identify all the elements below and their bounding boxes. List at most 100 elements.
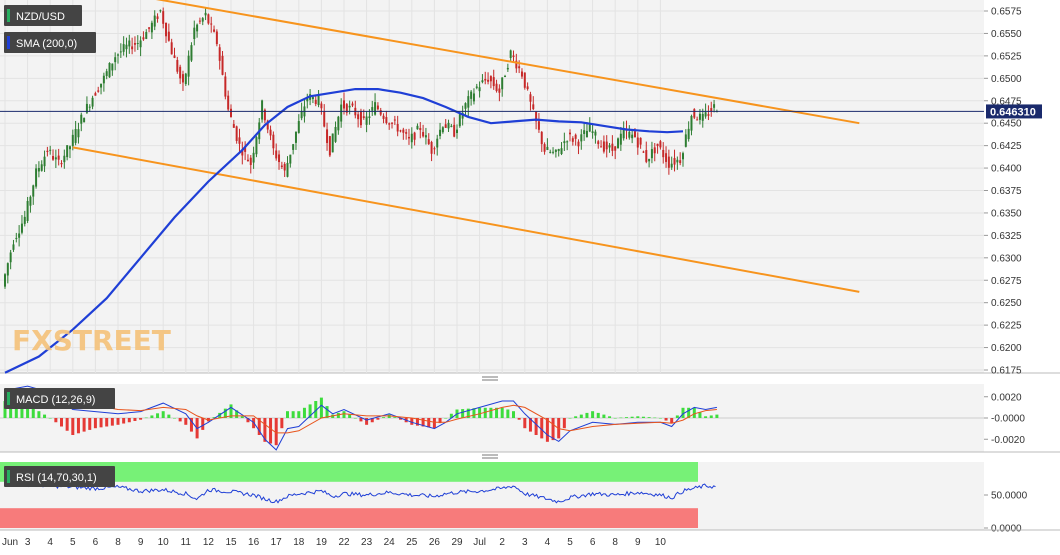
price-candle: [512, 55, 515, 58]
channel-lower-line: [72, 146, 860, 293]
price-candle: [650, 149, 653, 159]
price-candle: [645, 150, 648, 162]
sma-badge[interactable]: SMA (200,0): [4, 32, 96, 53]
price-tick-label: 0.6300: [991, 253, 1022, 264]
price-candle: [554, 149, 557, 152]
macd-histogram-bar: [704, 416, 708, 418]
price-candle: [241, 149, 244, 156]
price-candle: [602, 141, 605, 152]
time-axis: Jun 3 4 5 6 8 9 10 11 12 15 16 17 18 19 22 23 24 25 26 29 Jul…: [2, 537, 666, 548]
price-candle: [165, 22, 168, 37]
macd-histogram-bar: [382, 417, 386, 418]
macd-histogram-bar: [410, 418, 414, 425]
macd-histogram-bar: [93, 418, 97, 429]
time-tick-label: Jul: [473, 537, 486, 548]
price-candle: [628, 131, 631, 138]
price-candle: [696, 119, 699, 121]
panel-resize-handle-macd[interactable]: [482, 376, 498, 381]
price-candle: [407, 136, 410, 139]
macd-histogram-bar: [144, 417, 148, 419]
price-candle: [128, 40, 131, 47]
macd-histogram-bar: [591, 411, 595, 418]
rsi-tick-label: 0.0000: [991, 524, 1022, 535]
macd-histogram-bar: [681, 407, 685, 418]
macd-histogram-bar: [133, 418, 137, 421]
price-candle: [710, 108, 713, 112]
time-tick-label: 8: [115, 537, 121, 548]
price-candle: [334, 126, 337, 142]
price-candle: [283, 163, 286, 171]
macd-histogram-bar: [370, 418, 374, 423]
macd-histogram-bar: [297, 411, 301, 418]
time-tick-label: 24: [384, 537, 396, 548]
time-tick-label: 10: [158, 537, 170, 548]
price-candle: [111, 63, 114, 71]
price-tick-label: 0.6475: [991, 96, 1022, 107]
price-candle: [266, 120, 269, 130]
price-candle: [580, 134, 583, 142]
price-candle: [331, 133, 334, 153]
price-candle: [656, 143, 659, 147]
rsi-overbought-zone: [0, 462, 698, 482]
price-candle: [150, 22, 153, 33]
price-candle: [441, 127, 444, 133]
price-candle: [153, 15, 156, 27]
macd-histogram-bar: [574, 416, 578, 418]
macd-histogram-bar: [43, 414, 47, 418]
price-candle: [357, 114, 360, 120]
price-candle: [348, 105, 351, 108]
price-candle: [80, 114, 83, 124]
macd-histogram-bar: [438, 418, 442, 424]
price-candle: [198, 20, 201, 22]
macd-histogram-bar: [280, 418, 284, 429]
time-tick-label: 11: [181, 537, 192, 548]
macd-histogram-bar: [201, 418, 205, 430]
macd-histogram-bar: [235, 410, 239, 418]
macd-histogram-bar: [105, 418, 109, 427]
price-candle: [585, 130, 588, 138]
price-candle: [26, 200, 29, 221]
macd-histogram-bar: [161, 411, 165, 418]
price-tick-label: 0.6500: [991, 74, 1022, 85]
price-candle: [667, 156, 670, 168]
macd-badge[interactable]: MACD (12,26,9): [4, 388, 115, 409]
sma-label: SMA (200,0): [16, 38, 77, 50]
price-plot-area[interactable]: [0, 0, 984, 373]
price-candle: [662, 149, 665, 158]
time-tick-label: 2: [499, 537, 505, 548]
price-candle: [571, 138, 574, 142]
price-candle: [117, 54, 119, 56]
price-candle: [108, 62, 111, 78]
macd-histogram-bar: [88, 418, 92, 430]
price-candle: [20, 223, 23, 233]
macd-histogram-bar: [122, 418, 126, 424]
macd-histogram-bar: [65, 418, 69, 431]
price-candle: [43, 156, 46, 167]
price-candle: [142, 37, 145, 40]
macd-histogram-bar: [568, 418, 572, 419]
panel-resize-handle-rsi[interactable]: [482, 454, 498, 459]
price-candle: [35, 168, 38, 187]
price-candle: [133, 43, 136, 45]
price-candle: [529, 94, 532, 102]
rsi-badge[interactable]: RSI (14,70,30,1): [4, 466, 115, 487]
price-candle: [399, 130, 402, 132]
price-candle: [46, 150, 49, 152]
price-candle: [631, 134, 634, 139]
price-tick-label: 0.6225: [991, 321, 1022, 332]
price-candle: [557, 149, 560, 152]
time-tick-label: 5: [70, 537, 76, 548]
macd-histogram-bar: [26, 404, 30, 418]
price-candle: [619, 133, 622, 145]
macd-histogram-bar: [263, 418, 267, 442]
macd-histogram-bar: [60, 418, 63, 427]
macd-histogram-bar: [432, 418, 436, 429]
price-candle: [413, 132, 416, 140]
price-candle: [232, 124, 235, 128]
symbol-badge[interactable]: NZD/USD: [4, 5, 82, 26]
price-candle: [639, 137, 642, 145]
price-candle: [693, 109, 696, 118]
time-tick-label: 10: [655, 537, 667, 548]
macd-histogram-bar: [647, 417, 651, 418]
price-candle: [523, 72, 526, 88]
